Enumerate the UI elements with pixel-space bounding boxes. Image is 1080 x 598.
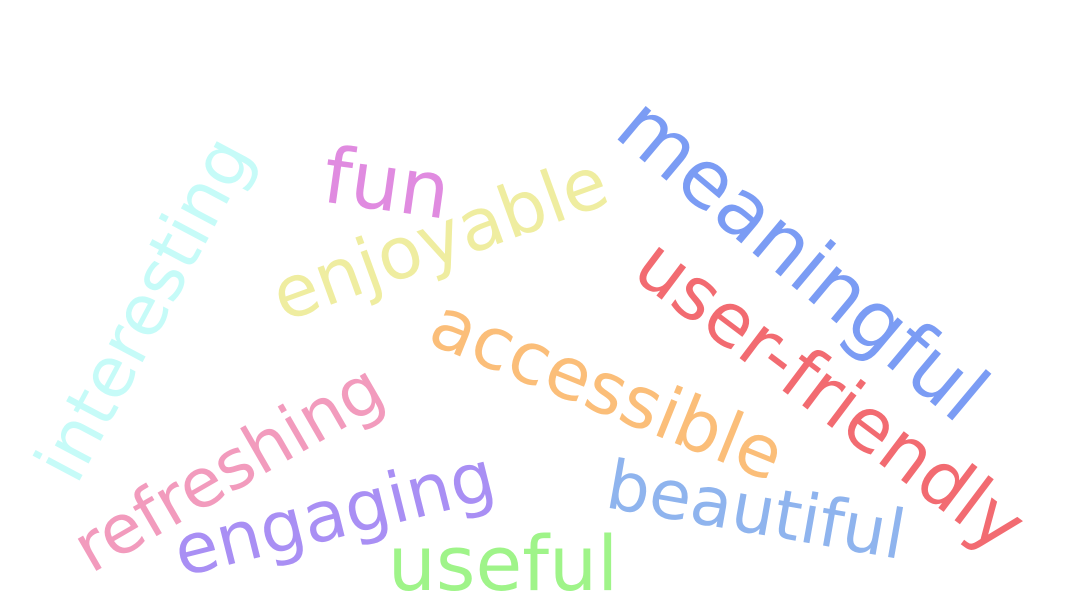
word-useful: useful	[388, 519, 619, 598]
word-fun: fun	[318, 131, 456, 238]
